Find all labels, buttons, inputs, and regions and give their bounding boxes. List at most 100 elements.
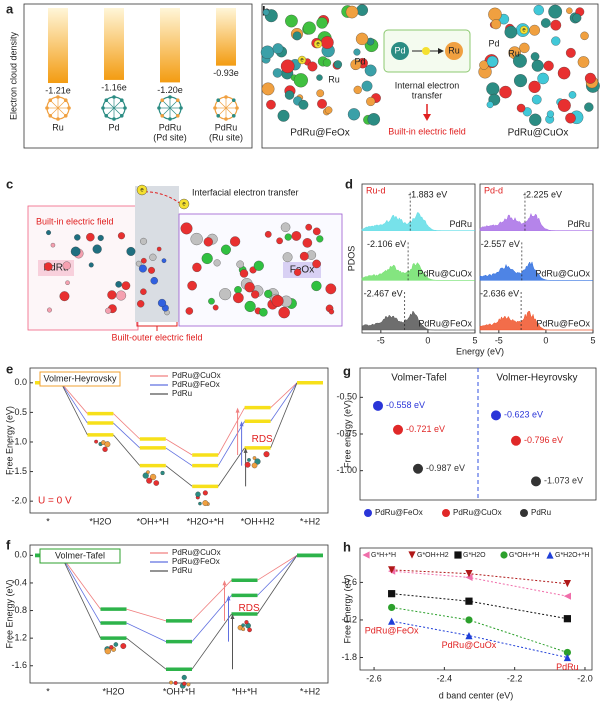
atom [192,262,202,273]
bar [48,8,68,84]
trend-line [391,569,568,585]
connector [165,465,193,487]
icon-spoke [225,107,235,117]
series-label: PdRu@FeOx [536,318,590,328]
atom [252,456,257,460]
y-tick-label: -1.6 [11,660,27,670]
atom [70,246,81,257]
icon-spoke [169,99,179,109]
atom [328,309,335,315]
icon-atom [175,113,180,118]
atom [353,48,361,56]
legend-marker [408,551,416,559]
value-label: -1.21e [45,85,71,95]
icon-atom [224,95,228,99]
legend-label: G*OH+H2 [417,552,449,559]
atom [557,98,571,112]
y-axis-label: Free Energy (eV) [342,574,352,643]
atom [202,490,208,496]
category-label: (Pd site) [153,132,187,142]
atom [262,8,270,16]
rds-label: RDS [239,603,260,614]
atom [263,451,270,458]
atom [345,5,359,19]
icon-atom [112,117,116,121]
atom [519,42,530,54]
y-axis-label: Free energy (eV) [342,400,352,468]
atom [293,73,308,88]
atom [239,269,249,278]
icon-spoke [113,99,123,109]
icon-spoke [225,99,235,109]
atom [486,101,494,109]
trend-line [391,620,568,658]
icon-spoke [57,107,67,117]
atom [528,80,541,93]
atom-label: Ru [328,74,340,84]
atom [445,42,463,60]
panel-letter: e [6,361,13,376]
series-label: PdRu [449,219,472,229]
bracket [136,322,178,331]
legend-marker [442,509,450,517]
atom [512,53,527,68]
atom [146,477,153,484]
atom [355,32,369,46]
y-tick-label: -0.6 [341,577,357,587]
atom [391,42,409,60]
field-label: Built-outer electric field [111,332,202,342]
connector [60,382,88,424]
y-tick-label: -1.00 [336,465,357,475]
value-label: -1.073 eV [544,476,583,486]
x-tick-label: 0 [543,335,548,345]
rds-label: RDS [252,434,273,445]
atom [117,232,125,240]
atom [272,43,284,54]
trend-line [391,593,568,620]
atom [120,643,127,649]
point [388,603,396,612]
point [531,476,541,487]
atom [316,235,324,243]
atom [361,80,373,92]
y-axis-label: Free Energy (eV) [4,579,14,648]
atom [104,647,111,655]
electron-label: e [522,28,526,34]
center-label: -2.225 eV [523,189,562,199]
dos-curve [479,212,594,231]
atom [201,252,213,265]
atom [251,290,260,299]
point [465,570,473,578]
atom [109,645,114,650]
atom-label: Pd [394,45,405,55]
plot-frame [29,544,329,684]
connector [191,613,232,670]
arrow-head [226,595,231,601]
x-tick-label: *+H2 [300,516,320,526]
x-tick-label: -2.2 [507,673,523,683]
transfer-label: transfer [412,90,443,100]
atom [486,55,499,68]
atom [291,231,302,241]
x-tick-label: -2.6 [366,673,382,683]
atom [137,300,145,308]
atom [280,59,295,74]
dos-curve [361,262,476,281]
connector [113,413,141,440]
atom [186,682,191,687]
atom [233,292,244,304]
atom [490,19,502,30]
atom [149,473,157,481]
atom [312,227,321,236]
bar [160,8,180,83]
atom [548,4,563,19]
point-label: PdRu [556,662,579,672]
icon-atom [160,98,165,103]
potential-label: U = 0 V [38,496,72,507]
icon-spoke [217,107,227,117]
atom [299,251,309,261]
connector [217,421,245,466]
atom [568,91,577,99]
atom [121,281,131,290]
